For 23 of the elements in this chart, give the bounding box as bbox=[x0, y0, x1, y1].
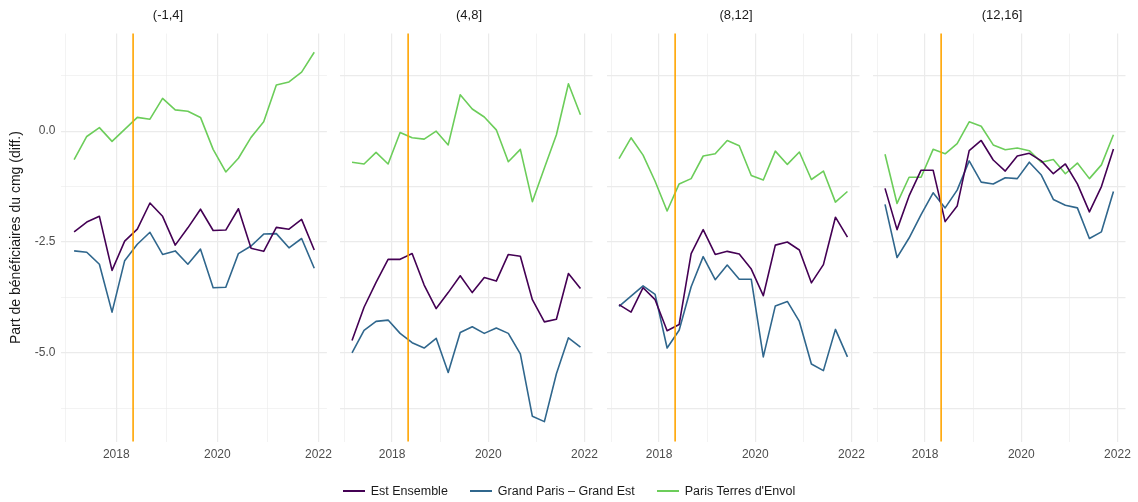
x-tick-label: 2018 bbox=[378, 447, 406, 462]
chart-title: (4,8] bbox=[455, 7, 483, 23]
chart-title: (8,12] bbox=[719, 7, 753, 23]
x-tick-label: 2022 bbox=[838, 447, 866, 462]
x-tick-label: 2022 bbox=[305, 447, 333, 462]
x-tick-label: 2022 bbox=[1104, 447, 1132, 462]
x-tick-label: 2020 bbox=[1007, 447, 1035, 462]
legend-label: Est Ensemble bbox=[370, 484, 448, 498]
x-tick-label: 2018 bbox=[102, 447, 130, 462]
x-tick-label: 2018 bbox=[645, 447, 673, 462]
legend-label: Paris Terres d'Envol bbox=[684, 484, 796, 498]
y-tick-label: 0.0 bbox=[38, 123, 56, 138]
x-tick-label: 2020 bbox=[474, 447, 502, 462]
y-tick-label: -2.5 bbox=[34, 234, 56, 249]
y-axis-title: Part de bénéficiaires du cmg (diff.) bbox=[7, 131, 24, 345]
legend-label: Grand Paris – Grand Est bbox=[497, 484, 635, 498]
x-tick-label: 2020 bbox=[741, 447, 769, 462]
x-tick-label: 2018 bbox=[911, 447, 939, 462]
chart-title: (-1,4] bbox=[152, 7, 184, 23]
x-tick-label: 2022 bbox=[571, 447, 599, 462]
chart-title: (12,16] bbox=[981, 7, 1023, 23]
x-tick-label: 2020 bbox=[204, 447, 232, 462]
y-tick-label: -5.0 bbox=[34, 345, 56, 360]
